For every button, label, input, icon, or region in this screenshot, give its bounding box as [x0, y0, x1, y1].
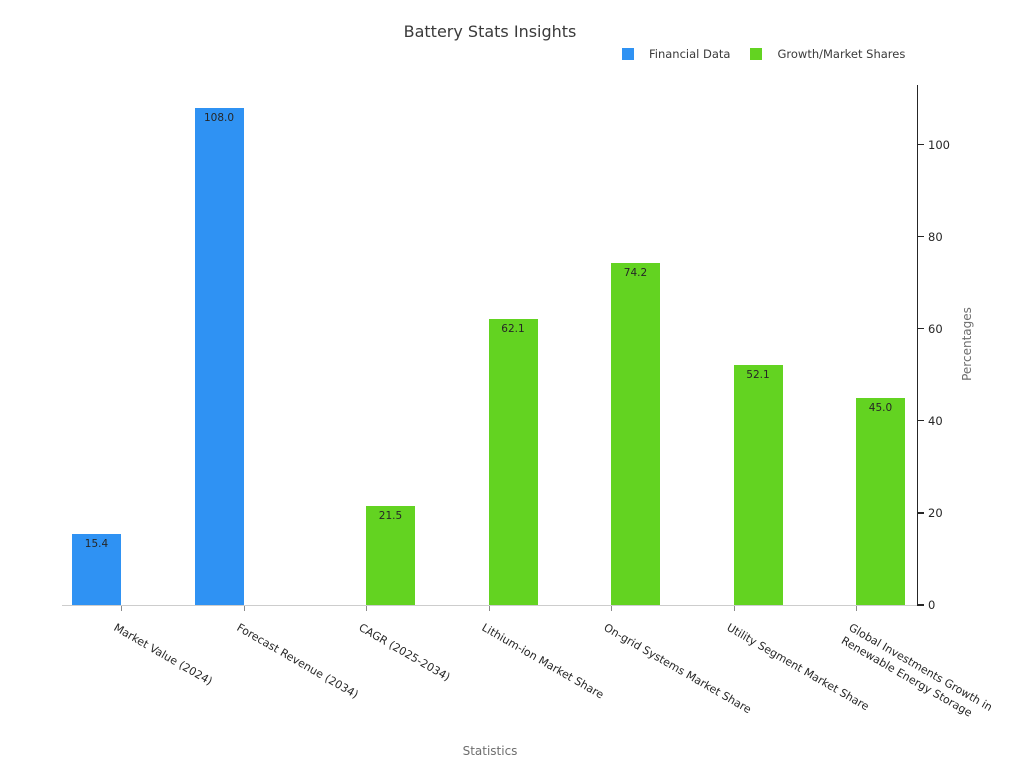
- y-tick-label: 0: [928, 598, 936, 612]
- bar-growth: [366, 505, 415, 605]
- legend-swatch-icon: [750, 48, 763, 60]
- x-tick-mark: [121, 606, 122, 611]
- y-tick-label: 60: [928, 321, 943, 336]
- x-tick-label: Forecast Revenue (2034): [234, 621, 361, 702]
- x-tick-mark: [733, 606, 735, 611]
- bar-growth: [733, 365, 783, 605]
- y-tick-mark: [918, 604, 924, 606]
- x-tick-mark: [856, 606, 857, 611]
- y-tick-label: 80: [928, 229, 943, 244]
- x-tick-mark: [488, 606, 490, 611]
- bar-value-label: 62.1: [501, 323, 525, 336]
- bar-financial: [72, 534, 121, 605]
- bar-growth: [611, 263, 660, 605]
- y-tick-mark: [918, 235, 924, 238]
- bar-value-label: 74.2: [623, 267, 648, 280]
- bar-growth: [488, 319, 538, 605]
- x-axis-line: [62, 605, 918, 606]
- chart-title: Battery Stats Insights: [403, 22, 577, 41]
- x-tick-mark: [611, 606, 612, 611]
- legend-swatch-icon: [622, 48, 634, 60]
- y-axis-line: [917, 85, 919, 606]
- legend-label: Financial Data: [649, 47, 731, 61]
- y-tick-label: 40: [928, 413, 943, 428]
- x-tick-label: Market Value (2024): [111, 621, 215, 689]
- y-axis-title: Percentages: [960, 307, 974, 381]
- legend-item: Financial Data: [622, 47, 730, 61]
- x-tick-mark: [366, 606, 367, 611]
- legend-label: Growth/Market Shares: [777, 47, 906, 61]
- y-tick-label: 20: [928, 505, 943, 520]
- bar-value-label: 52.1: [746, 369, 770, 382]
- y-tick-label: 100: [928, 137, 950, 152]
- x-axis-title: Statistics: [462, 744, 518, 758]
- y-tick-mark: [918, 328, 924, 330]
- legend: Financial Data Growth/Market Shares: [622, 47, 905, 61]
- bar-financial: [194, 107, 244, 605]
- y-tick-mark: [918, 420, 924, 422]
- bar-value-label: 15.4: [84, 538, 109, 551]
- x-tick-label: Lithium-ion Market Share: [479, 621, 606, 702]
- x-tick-mark: [243, 606, 245, 611]
- bar-value-label: 108.0: [203, 111, 235, 124]
- y-tick-mark: [918, 512, 924, 514]
- x-tick-label: CAGR (2025-2034): [356, 621, 453, 684]
- bar-growth: [856, 397, 905, 605]
- bar-value-label: 21.5: [378, 509, 403, 522]
- y-tick-mark: [918, 143, 924, 146]
- bar-value-label: 45.0: [868, 401, 893, 414]
- legend-item: Growth/Market Shares: [750, 47, 905, 61]
